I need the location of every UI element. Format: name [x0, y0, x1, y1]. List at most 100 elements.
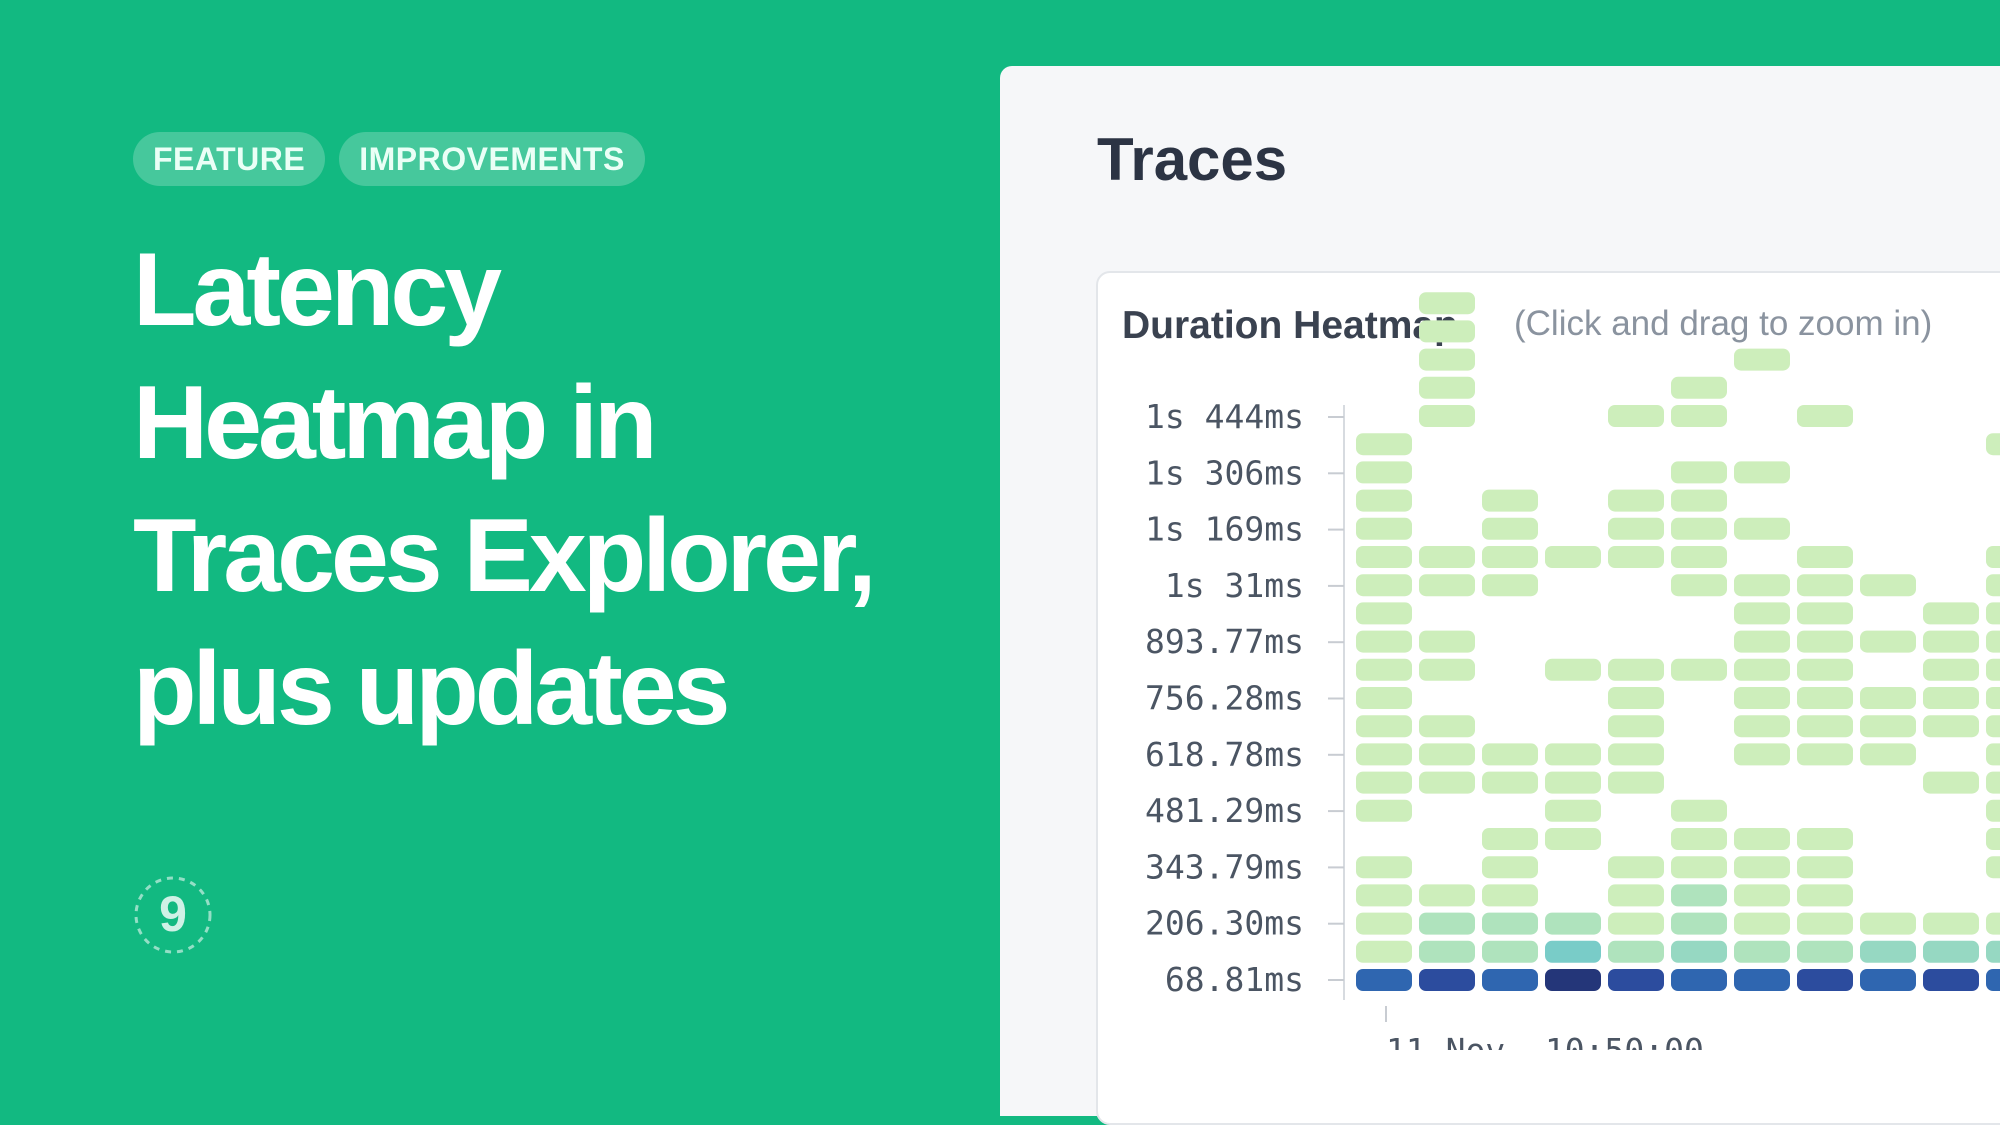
svg-text:9: 9: [159, 886, 187, 942]
heatmap-cell: [1482, 517, 1538, 540]
heatmap-cell: [1608, 658, 1664, 681]
heatmap-cell: [1419, 630, 1475, 653]
heatmap-cell: [1986, 771, 2000, 794]
heatmap-cell: [1734, 912, 1790, 935]
heatmap-cell: [1923, 771, 1979, 794]
heatmap-cell: [1860, 912, 1916, 935]
heatmap-cell: [1671, 517, 1727, 540]
heatmap-cell: [1671, 969, 1727, 991]
heatmap-cell: [1986, 969, 2000, 991]
heatmap-cell: [1482, 828, 1538, 850]
heatmap-cell: [1482, 884, 1538, 907]
y-tick-label: 481.29ms: [1145, 791, 1304, 830]
heatmap-cell: [1608, 489, 1664, 512]
heatmap-cell: [1923, 602, 1979, 625]
y-tick-label: 343.79ms: [1145, 847, 1304, 886]
heatmap-cell: [1356, 687, 1412, 709]
heatmap-cell: [1671, 376, 1727, 399]
heatmap-cell: [1986, 630, 2000, 653]
y-tick-label: 206.30ms: [1145, 904, 1304, 943]
heatmap-cell: [1797, 405, 1853, 427]
y-tick-label: 1s 306ms: [1145, 453, 1304, 492]
heatmap-cell: [1671, 489, 1727, 512]
heatmap-cell: [1545, 743, 1601, 766]
heatmap-cell: [1797, 856, 1853, 879]
heatmap-cell: [1356, 771, 1412, 794]
heatmap-cell: [1797, 715, 1853, 738]
heatmap-cell: [1608, 517, 1664, 540]
headline-line: Heatmap in: [133, 365, 658, 481]
heatmap-cell: [1671, 658, 1727, 681]
heatmap-cell: [1860, 940, 1916, 963]
heatmap-cell: [1419, 405, 1475, 427]
heatmap-cell: [1797, 743, 1853, 766]
heatmap-cell: [1419, 969, 1475, 991]
heatmap-cell: [1986, 658, 2000, 681]
heatmap-cell: [1671, 461, 1727, 484]
heatmap-cell: [1419, 658, 1475, 681]
heatmap-cell: [1734, 969, 1790, 991]
y-tick-label: 618.78ms: [1145, 735, 1304, 774]
heatmap-cell: [1734, 630, 1790, 653]
heatmap-cell: [1734, 715, 1790, 738]
heatmap-cell: [1608, 405, 1664, 427]
heatmap-cell: [1986, 602, 2000, 625]
heatmap-cell: [1419, 546, 1475, 568]
tag-feature[interactable]: FEATURE: [133, 132, 326, 186]
heatmap-cell: [1734, 574, 1790, 597]
heatmap-cell: [1671, 546, 1727, 568]
heatmap-cell: [1608, 546, 1664, 568]
heatmap-cell: [1356, 884, 1412, 907]
heatmap-cell: [1356, 546, 1412, 568]
heatmap-cell: [1356, 489, 1412, 512]
heatmap-cell: [1356, 574, 1412, 597]
heatmap-cell: [1797, 828, 1853, 850]
heatmap-cell: [1797, 658, 1853, 681]
tag-improvements[interactable]: IMPROVEMENTS: [339, 132, 645, 186]
heatmap-cell: [1671, 799, 1727, 822]
heatmap-cell: [1419, 940, 1475, 963]
heatmap-cell: [1545, 940, 1601, 963]
heatmap-cell: [1545, 771, 1601, 794]
heatmap-cell: [1923, 658, 1979, 681]
heatmap-cell: [1986, 715, 2000, 738]
heatmap-cell: [1860, 687, 1916, 709]
heatmap-cell: [1923, 940, 1979, 963]
heatmap-cell: [1734, 828, 1790, 850]
heatmap-cell: [1356, 630, 1412, 653]
heatmap-cell: [1545, 828, 1601, 850]
heatmap-cell: [1986, 828, 2000, 850]
headline-line: Traces Explorer,: [133, 498, 877, 614]
heatmap-cell: [1419, 320, 1475, 343]
heatmap-cell: [1608, 912, 1664, 935]
heatmap-cell: [1482, 856, 1538, 879]
y-tick-label: 1s 31ms: [1165, 566, 1304, 605]
heatmap-cell: [1356, 517, 1412, 540]
heatmap-cell: [1419, 743, 1475, 766]
heatmap-cell: [1797, 687, 1853, 709]
heatmap-cell: [1923, 969, 1979, 991]
heatmap-cell: [1734, 940, 1790, 963]
heatmap-cell: [1986, 743, 2000, 766]
heatmap-cell: [1356, 602, 1412, 625]
heatmap-cell: [1986, 856, 2000, 879]
heatmap-cell: [1923, 912, 1979, 935]
heatmap-cell: [1923, 715, 1979, 738]
y-tick-label: 756.28ms: [1145, 679, 1304, 718]
heatmap-cell: [1734, 517, 1790, 540]
heatmap-cell: [1797, 574, 1853, 597]
heatmap-cell: [1608, 884, 1664, 907]
headline: Latency Heatmap in Traces Explorer, plus…: [133, 224, 963, 756]
heatmap-cell: [1608, 940, 1664, 963]
heatmap-cell: [1797, 602, 1853, 625]
heatmap-cell: [1671, 884, 1727, 907]
heatmap-cell: [1356, 856, 1412, 879]
heatmap-cell: [1545, 912, 1601, 935]
heatmap-cell: [1860, 969, 1916, 991]
heatmap-cell: [1797, 884, 1853, 907]
heatmap-cell: [1545, 969, 1601, 991]
duration-heatmap[interactable]: 68.81ms 206.30ms 343.79ms 481.29ms 618.78ms 7…: [0, 0, 2000, 1050]
heatmap-cell: [1419, 376, 1475, 399]
heatmap-cell: [1797, 940, 1853, 963]
heatmap-cell: [1860, 574, 1916, 597]
